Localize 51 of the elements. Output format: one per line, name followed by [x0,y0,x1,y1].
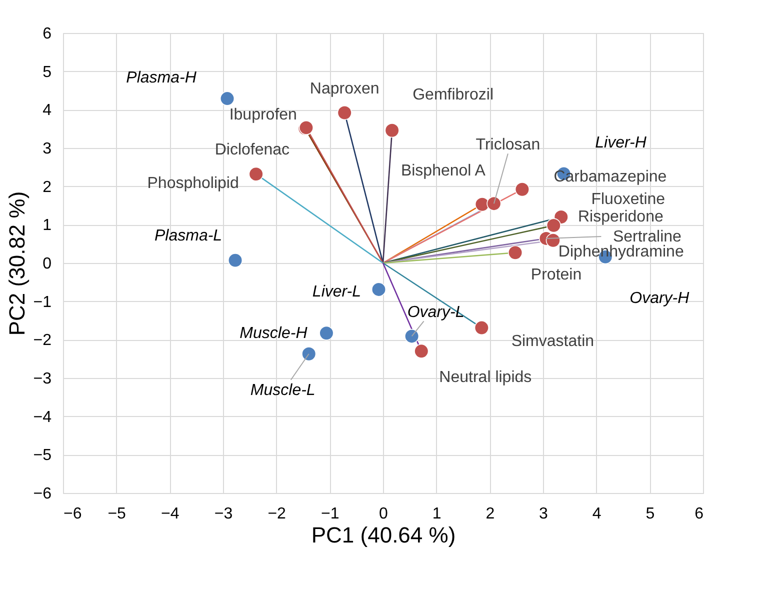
annotation: Plasma-H [126,70,197,87]
annotation: Liver-H [595,134,647,152]
y-tick-label: −1 [33,294,52,311]
x-tick-label: 4 [592,506,602,522]
x-tick-label: 0 [379,506,388,522]
y-tick-label: −6 [33,486,52,502]
x-tick-label: −3 [214,506,233,522]
x-tick-label: −2 [268,506,286,522]
x-tick-label: −5 [108,506,126,522]
y-tick-label: 2 [42,178,52,196]
y-tick-label: 1 [42,217,52,234]
annotation: Risperidone [578,208,664,226]
y-tick-label: −2 [33,332,52,350]
y-tick-label: 4 [42,102,52,120]
annotation: Plasma-L [154,227,222,244]
annotation: Diphenhydramine [558,243,684,260]
x-tick-label: −4 [161,506,180,522]
y-axis-title: PC2 (30.82 %) [4,191,30,336]
x-tick-label: 5 [646,506,655,522]
y-tick-label: −4 [33,408,52,426]
annotation: Carbamazepine [554,168,667,186]
annotation: Diclofenac [214,142,290,159]
y-tick-label: −5 [33,447,52,464]
y-tick-label: 3 [42,140,52,158]
x-tick-label: 3 [539,506,548,522]
y-tick-label: 5 [42,64,52,81]
annotation: Ovary-H [630,290,690,307]
x-tick-label: −1 [321,506,340,522]
annotation: Muscle-H [240,325,308,342]
y-tick-label: 6 [42,26,52,42]
annotation: Fluoxetine [591,191,666,208]
annotation: Liver-L [312,283,362,300]
annotation: Gemfibrozil [412,86,494,104]
x-tick-label: 2 [486,506,495,522]
x-tick-label: −6 [64,506,82,522]
annotation: Naproxen [310,80,380,98]
y-tick-label: 0 [42,256,52,272]
annotation: Triclosan [476,136,540,154]
annotation: Ibuprofen [229,106,297,124]
annotation: Ovary-L [407,304,464,322]
x-axis-title: PC1 (40.64 %) [311,522,456,548]
annotation: Neutral lipids [439,369,532,386]
annotation: Sertraline [612,228,682,246]
annotation: Muscle-L [250,382,316,399]
annotation: Simvastatin [511,332,594,350]
annotation: Protein [530,266,582,284]
y-tick-label: −3 [33,370,52,388]
annotation: Bisphenol A [400,162,486,180]
x-tick-label: 1 [432,506,442,522]
x-tick-label: 6 [694,506,704,522]
annotation: Phospholipid [147,175,239,192]
